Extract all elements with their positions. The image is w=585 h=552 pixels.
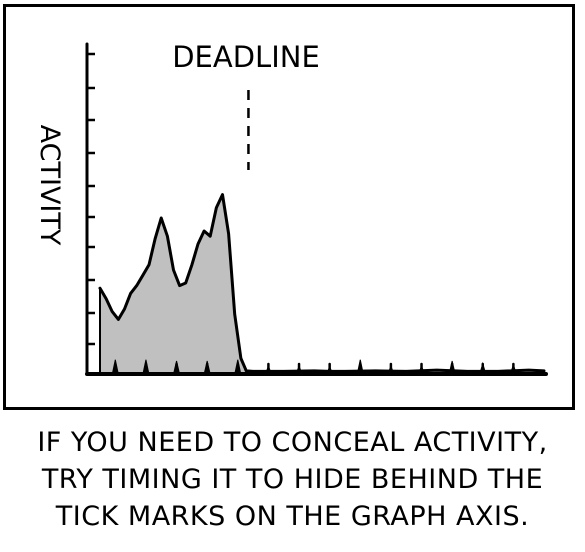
activity-area-fill [100, 194, 544, 374]
comic-panel [3, 4, 575, 410]
caption-line-2: TRY TIMING IT TO HIDE BEHIND THE [41, 464, 544, 495]
activity-line [98, 193, 546, 373]
comic-caption: IF YOU NEED TO CONCEAL ACTIVITY, TRY TIM… [0, 424, 585, 535]
axis-layer [85, 42, 548, 376]
caption-line-1: IF YOU NEED TO CONCEAL ACTIVITY, [37, 427, 548, 458]
activity-area-layer [98, 193, 546, 374]
deadline-annotation: DEADLINE [172, 40, 320, 74]
y-axis-label: ACTIVITY [34, 125, 65, 246]
caption-line-3: TICK MARKS ON THE GRAPH AXIS. [55, 501, 530, 532]
